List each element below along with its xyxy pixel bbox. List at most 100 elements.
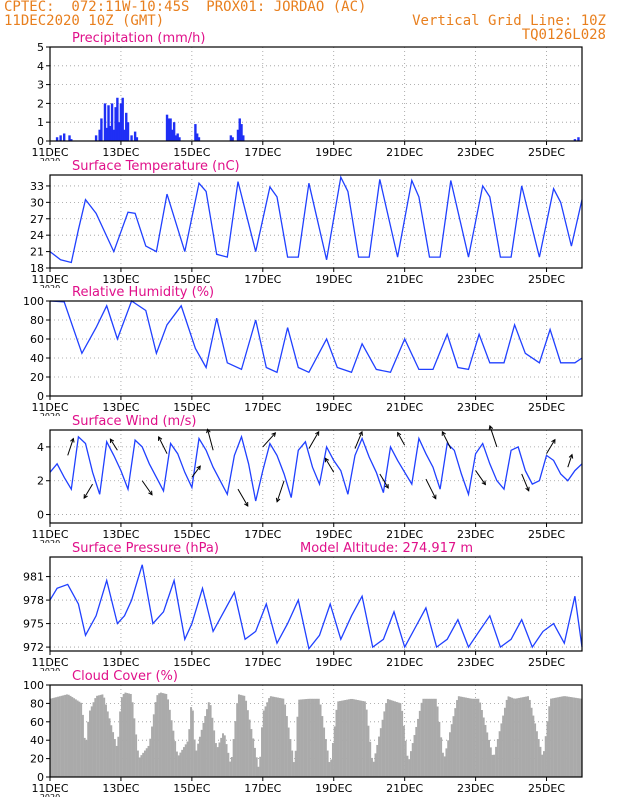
x-tick-label: 21DEC <box>386 782 423 795</box>
cloud-bar <box>204 716 207 777</box>
cloud-bar <box>278 697 281 777</box>
model-altitude-label: Model Altitude: 274.917 m <box>300 541 473 556</box>
header-model-id: TQ0126L028 <box>521 27 606 43</box>
wind-vector <box>379 473 389 489</box>
precip-bar <box>119 103 123 141</box>
cloud-bar <box>331 742 334 777</box>
wind-arrowhead <box>244 501 249 507</box>
y-tick-label: 4 <box>37 60 44 73</box>
cloud-bar <box>307 698 310 777</box>
precip-bar <box>100 118 103 141</box>
x-tick-label: 13DEC <box>102 656 139 669</box>
cloud-bar <box>482 717 485 777</box>
cloud-bar <box>335 709 338 777</box>
cloud-bar <box>573 697 576 777</box>
cloud-bar <box>99 694 102 777</box>
wind-arrowhead <box>275 497 281 503</box>
x-year-label: 2020 <box>40 157 60 166</box>
x-tick-label: 21DEC <box>386 656 423 669</box>
precip-bar <box>126 122 130 141</box>
cloud-bar <box>246 710 249 777</box>
cloud-bar <box>516 698 519 777</box>
precip-bar <box>238 118 241 141</box>
wind-vector <box>191 465 201 478</box>
cloud-bar <box>541 754 544 777</box>
cloud-bar <box>163 693 166 777</box>
precip-bar <box>577 137 580 141</box>
wind-arrowhead <box>358 430 363 436</box>
cloud-bar <box>51 698 54 777</box>
cloud-bar <box>154 702 157 777</box>
panel-rh <box>46 300 583 400</box>
cloud-bar <box>159 692 162 777</box>
cloud-bar <box>67 694 70 777</box>
x-tick-label: 17DEC <box>244 401 281 414</box>
cloud-bar <box>463 697 466 777</box>
cloud-bar <box>551 698 554 777</box>
cloud-bar <box>528 699 531 777</box>
cloud-bar <box>108 718 111 777</box>
cloud-bar <box>237 694 240 777</box>
precip-bar <box>135 137 139 141</box>
cloud-bar <box>229 761 232 777</box>
cloud-bar <box>183 747 185 777</box>
precip-bar <box>231 137 234 141</box>
cloud-bar <box>64 694 67 777</box>
cloud-bar <box>558 696 561 777</box>
wind-arrowhead <box>206 428 211 434</box>
cloud-bar <box>512 698 515 777</box>
cloud-bar <box>291 750 294 777</box>
precip-bar <box>240 124 243 141</box>
cloud-bar <box>216 747 219 777</box>
cloud-bar <box>170 720 173 777</box>
cloud-bar <box>537 739 540 777</box>
cloud-bar <box>417 718 420 777</box>
x-tick-label: 11DEC <box>31 656 68 669</box>
cloud-bar <box>413 735 416 777</box>
x-tick-label: 15DEC <box>173 146 210 159</box>
x-tick-label: 23DEC <box>457 782 494 795</box>
cloud-bar <box>124 692 127 777</box>
cloud-bar <box>131 702 134 777</box>
cloud-bar <box>71 697 74 777</box>
cloud-bar <box>191 710 194 777</box>
cloud-bar <box>128 693 130 777</box>
cloud-bar <box>207 702 210 777</box>
cloud-bar <box>232 739 235 777</box>
x-tick-label: 15DEC <box>173 656 210 669</box>
precip-bar <box>121 97 124 141</box>
x-tick-label: 23DEC <box>457 273 494 286</box>
cloud-bar <box>138 757 141 777</box>
cloud-bar <box>409 751 412 777</box>
precip-bar <box>98 129 101 141</box>
precip-bar <box>167 118 171 141</box>
x-tick-label: 15DEC <box>173 528 210 541</box>
cloud-bar <box>190 707 193 777</box>
cloud-bar <box>436 706 439 777</box>
cloud-bar <box>491 754 494 777</box>
cloud-bar <box>401 710 404 777</box>
y-tick-label: 2 <box>37 97 44 110</box>
cloud-bar <box>431 698 434 777</box>
cloud-bar <box>374 753 377 777</box>
x-tick-label: 13DEC <box>102 782 139 795</box>
cloud-bar <box>317 698 320 777</box>
wind-vector <box>324 458 335 473</box>
panel-frame <box>49 174 583 269</box>
y-tick-label: 20 <box>30 753 44 766</box>
cloud-bar <box>523 696 526 777</box>
wind-arrowhead <box>384 483 389 489</box>
wind-arrowhead <box>83 494 88 500</box>
cloud-bar <box>147 745 150 777</box>
cloud-bar <box>90 706 93 777</box>
x-tick-label: 13DEC <box>102 401 139 414</box>
wind-arrowhead <box>432 494 437 500</box>
cloud-bar <box>308 698 311 777</box>
cloud-bar <box>110 725 113 777</box>
cloud-bar <box>264 706 267 777</box>
cloud-bar <box>555 697 558 777</box>
precip-bar <box>171 129 174 141</box>
cloud-bar <box>213 730 216 777</box>
wind-vector <box>489 425 498 448</box>
precip-bar <box>229 135 233 141</box>
